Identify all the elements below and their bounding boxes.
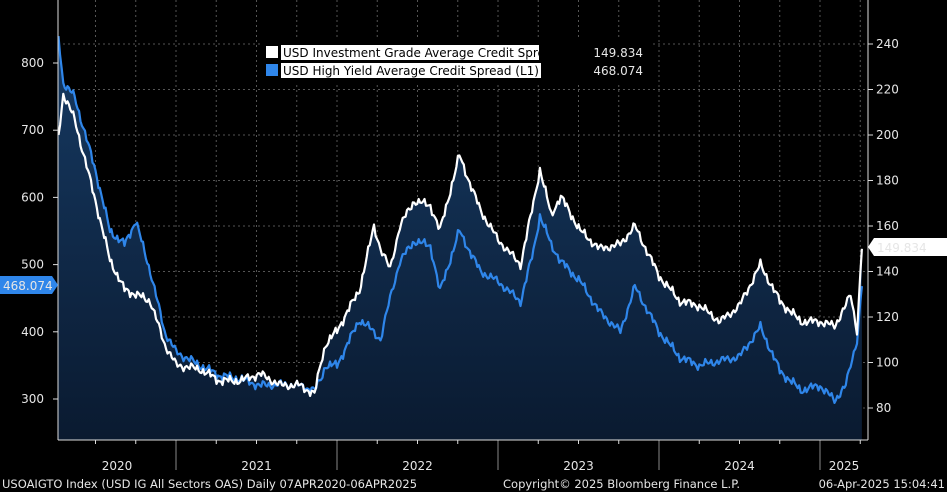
right-axis-tick-label: 200: [876, 128, 899, 142]
ig-legend-swatch: [266, 46, 278, 58]
footer: USOAIGTO Index (USD IG All Sectors OAS) …: [2, 477, 945, 491]
x-axis-year-label: 2025: [829, 459, 860, 473]
x-axis-year-label: 2024: [724, 459, 755, 473]
legend: USD Investment Grade Average Credit Spre…: [260, 40, 650, 82]
axes: 80 100 120 140 160 180 200 220 240 300 400 500 600 70…: [21, 0, 899, 473]
ig-legend-label: USD Investment Grade Average Credit Spre…: [283, 46, 589, 60]
right-axis-tick-label: 240: [876, 37, 899, 51]
left-axis-tick-label: 600: [21, 190, 44, 204]
right-axis-tick-label: 220: [876, 83, 899, 97]
right-axis-tick-label: 140: [876, 265, 899, 279]
left-axis-tick-label: 700: [21, 123, 44, 137]
x-axis-year-label: 2022: [402, 459, 433, 473]
right-axis-tick-label: 80: [876, 401, 891, 415]
hy-legend-swatch: [266, 64, 278, 76]
right-axis-tick-label: 180: [876, 174, 899, 188]
svg-text:149.834: 149.834: [877, 241, 927, 255]
right-axis-tick-label: 160: [876, 219, 899, 233]
hy-legend-label: USD High Yield Average Credit Spread (L1…: [283, 64, 539, 78]
ig-area-fill: [58, 36, 862, 440]
security-description: USOAIGTO Index (USD IG All Sectors OAS) …: [2, 477, 417, 491]
hy-last-value-badge: 468.074: [0, 276, 58, 294]
copyright: Copyright© 2025 Bloomberg Finance L.P.: [503, 477, 740, 491]
left-axis-tick-label: 400: [21, 325, 44, 339]
hy-legend-value: 468.074: [593, 64, 643, 78]
ig-last-value-badge: 149.834: [868, 238, 947, 256]
right-axis-tick-label: 120: [876, 310, 899, 324]
x-axis-year-label: 2020: [102, 459, 133, 473]
svg-text:468.074: 468.074: [3, 279, 53, 293]
x-axis-year-label: 2023: [563, 459, 594, 473]
left-axis-tick-label: 800: [21, 56, 44, 70]
timestamp: 06-Apr-2025 15:04:41: [819, 477, 945, 491]
right-axis-tick-label: 100: [876, 356, 899, 370]
ig-series-line: [57, 92, 863, 397]
ig-legend-value: 149.834: [593, 46, 643, 60]
left-axis-tick-label: 500: [21, 258, 44, 272]
x-axis-year-label: 2021: [241, 459, 272, 473]
hy-series-line: [57, 36, 863, 404]
left-axis-tick-label: 300: [21, 392, 44, 406]
